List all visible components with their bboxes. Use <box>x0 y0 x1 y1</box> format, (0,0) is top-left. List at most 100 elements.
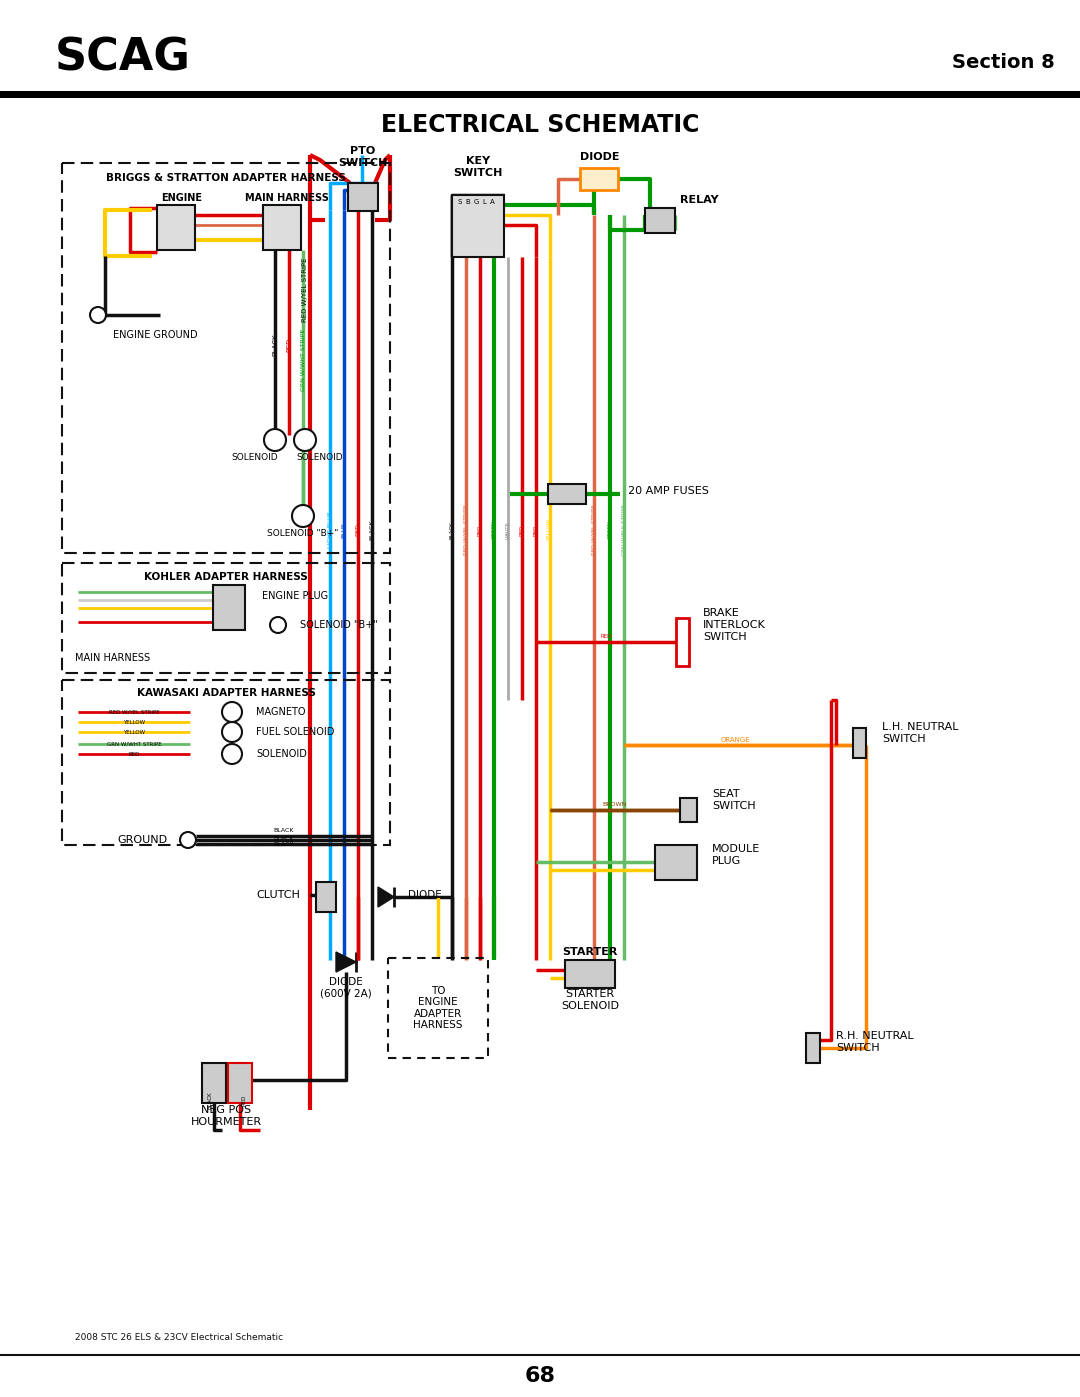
Text: RELAY: RELAY <box>680 196 718 205</box>
Bar <box>213 585 245 630</box>
Text: RED: RED <box>477 524 483 535</box>
Text: G: G <box>473 198 478 205</box>
Bar <box>676 617 689 666</box>
Bar <box>645 208 675 233</box>
Bar <box>565 960 615 988</box>
Text: L: L <box>482 198 486 205</box>
Bar <box>62 163 390 553</box>
Text: GRN W/WHT STRIPE: GRN W/WHT STRIPE <box>107 742 161 746</box>
Bar <box>680 798 697 821</box>
Bar <box>316 882 336 912</box>
Circle shape <box>180 833 195 848</box>
Text: STARTER: STARTER <box>563 947 618 957</box>
Text: GREEN: GREEN <box>491 521 497 539</box>
Bar <box>654 845 697 880</box>
Text: YELLOW: YELLOW <box>123 719 145 725</box>
Bar <box>348 183 378 211</box>
Circle shape <box>264 429 286 451</box>
Text: ENGINE PLUG: ENGINE PLUG <box>262 591 328 601</box>
Text: ELECTRICAL SCHEMATIC: ELECTRICAL SCHEMATIC <box>381 113 699 137</box>
Text: ENGINE: ENGINE <box>162 193 203 203</box>
Text: DIODE: DIODE <box>580 152 620 162</box>
Text: GREEN: GREEN <box>607 521 612 539</box>
Text: BROWN: BROWN <box>603 802 627 807</box>
Text: DIODE
(600V 2A): DIODE (600V 2A) <box>320 977 372 999</box>
Text: GRN W/WHT STRIPE: GRN W/WHT STRIPE <box>300 328 306 391</box>
Text: RED: RED <box>129 752 139 757</box>
Text: S: S <box>458 198 462 205</box>
Text: BLACK: BLACK <box>273 835 294 841</box>
Circle shape <box>292 504 314 527</box>
Text: RED: RED <box>286 338 292 352</box>
Text: GROUND: GROUND <box>118 835 168 845</box>
Text: RED W/YEL STRIPE: RED W/YEL STRIPE <box>109 710 160 714</box>
Polygon shape <box>378 887 394 907</box>
Text: NEG POS
HOURMETER: NEG POS HOURMETER <box>190 1105 261 1127</box>
Text: SOLENOID: SOLENOID <box>232 454 279 462</box>
Text: BLACK: BLACK <box>272 334 278 356</box>
Text: ENGINE GROUND: ENGINE GROUND <box>112 330 198 339</box>
Text: WHITE: WHITE <box>505 521 511 539</box>
Bar <box>264 205 301 250</box>
Bar <box>0 0 1080 96</box>
Circle shape <box>270 617 286 633</box>
Text: 2008 STC 26 ELS & 23CV Electrical Schematic: 2008 STC 26 ELS & 23CV Electrical Schema… <box>75 1333 283 1341</box>
Text: SOLENOID "B+": SOLENOID "B+" <box>268 529 339 538</box>
Text: BRIGGS & STRATTON ADAPTER HARNESS: BRIGGS & STRATTON ADAPTER HARNESS <box>106 173 346 183</box>
Text: BLUE: BLUE <box>341 522 347 538</box>
Text: GRN W/BLK STRIPE: GRN W/BLK STRIPE <box>621 504 626 556</box>
Text: LIGHT BLUE: LIGHT BLUE <box>327 511 333 549</box>
Bar <box>453 196 504 257</box>
Text: MAIN HARNESS: MAIN HARNESS <box>245 193 329 203</box>
Text: SCAG: SCAG <box>55 36 191 80</box>
Circle shape <box>222 703 242 722</box>
Text: A: A <box>489 198 495 205</box>
Bar <box>228 1063 252 1104</box>
Bar <box>62 680 390 845</box>
Text: MODULE
PLUG: MODULE PLUG <box>712 844 760 866</box>
Text: BRAKE
INTERLOCK
SWITCH: BRAKE INTERLOCK SWITCH <box>703 609 766 641</box>
Text: Section 8: Section 8 <box>953 53 1055 73</box>
Text: MAGNETO: MAGNETO <box>256 707 306 717</box>
Text: B: B <box>465 198 471 205</box>
Text: BLACK: BLACK <box>449 521 455 539</box>
Text: YELLOW: YELLOW <box>548 518 553 541</box>
Text: FUEL SOLENOID: FUEL SOLENOID <box>256 726 335 738</box>
Circle shape <box>222 745 242 764</box>
Circle shape <box>294 429 316 451</box>
Text: KEY
SWITCH: KEY SWITCH <box>454 156 502 177</box>
Text: BLACK: BLACK <box>273 828 294 834</box>
Text: R.H. NEUTRAL
SWITCH: R.H. NEUTRAL SWITCH <box>836 1031 914 1053</box>
Text: 68: 68 <box>525 1366 555 1386</box>
Text: CLUTCH: CLUTCH <box>256 890 300 900</box>
Circle shape <box>90 307 106 323</box>
Text: SOLENOID: SOLENOID <box>297 454 343 462</box>
Text: RED: RED <box>600 634 611 640</box>
Text: RED W/YEL STRIPE: RED W/YEL STRIPE <box>463 504 469 556</box>
Bar <box>62 563 390 673</box>
Text: L.H. NEUTRAL
SWITCH: L.H. NEUTRAL SWITCH <box>882 722 959 743</box>
Text: SOLENOID: SOLENOID <box>256 749 307 759</box>
Bar <box>157 205 195 250</box>
Text: BLACK: BLACK <box>369 520 375 541</box>
Text: RED W/YEL STRIPE: RED W/YEL STRIPE <box>302 258 308 323</box>
Text: KOHLER ADAPTER HARNESS: KOHLER ADAPTER HARNESS <box>144 571 308 583</box>
Text: RED: RED <box>355 524 361 536</box>
Text: STARTER
SOLENOID: STARTER SOLENOID <box>561 989 619 1011</box>
Text: KAWASAKI ADAPTER HARNESS: KAWASAKI ADAPTER HARNESS <box>136 687 315 698</box>
Text: DIODE: DIODE <box>408 890 442 900</box>
Text: BLACK: BLACK <box>207 1091 213 1109</box>
Text: PTO
SWITCH: PTO SWITCH <box>338 147 388 168</box>
Text: RED W/YEL STRIPE: RED W/YEL STRIPE <box>592 504 596 556</box>
Bar <box>202 1063 226 1104</box>
Bar <box>0 91 1080 98</box>
Text: YELLOW: YELLOW <box>123 729 145 735</box>
Text: SEAT
SWITCH: SEAT SWITCH <box>712 789 756 810</box>
Bar <box>388 958 488 1058</box>
Bar <box>806 1032 820 1063</box>
Text: RED: RED <box>519 524 525 535</box>
Text: 20 AMP FUSES: 20 AMP FUSES <box>627 486 708 496</box>
Bar <box>548 483 586 504</box>
Bar <box>853 728 866 759</box>
Text: RED: RED <box>534 524 539 535</box>
